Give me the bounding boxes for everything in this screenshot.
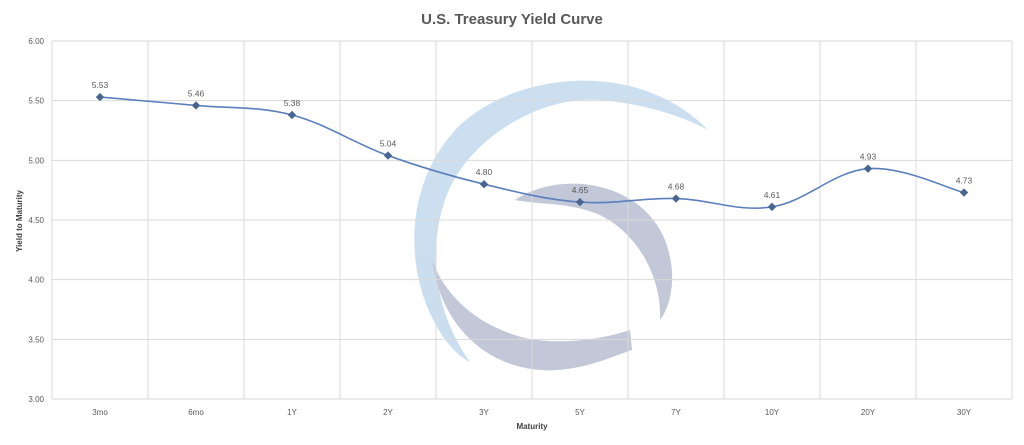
- x-axis-title: Maturity: [516, 422, 548, 431]
- data-label: 4.65: [572, 185, 589, 195]
- gridlines: [51, 40, 1013, 400]
- series-line: [99, 96, 965, 209]
- y-tick-label: 4.50: [28, 216, 44, 225]
- y-tick-label: 5.00: [28, 156, 44, 165]
- x-tick-label: 3Y: [479, 408, 489, 417]
- data-point-marker: [671, 194, 681, 203]
- data-label: 4.61: [764, 190, 781, 200]
- data-point-marker: [863, 164, 873, 173]
- data-label: 5.04: [380, 139, 397, 149]
- data-label: 4.80: [476, 167, 493, 177]
- watermark-swirl-tail: [432, 260, 632, 371]
- x-axis-ticks: 3mo 6mo 1Y 2Y 3Y 5Y 7Y 10Y 20Y 30Y: [92, 408, 972, 417]
- x-tick-label: 7Y: [671, 408, 681, 417]
- watermark-swirl-top: [414, 80, 708, 362]
- data-point-marker: [287, 110, 297, 120]
- data-point-marker: [959, 188, 969, 197]
- x-tick-label: 2Y: [383, 408, 393, 417]
- y-axis-ticks: 3.00 3.50 4.00 4.50 5.00 5.50 6.00: [28, 37, 44, 404]
- data-label: 5.53: [92, 80, 109, 90]
- data-label: 5.46: [188, 88, 205, 98]
- y-axis-title: Yield to Maturity: [15, 189, 24, 251]
- data-point-marker: [767, 202, 777, 212]
- watermark-logo: [414, 80, 708, 371]
- x-tick-label: 10Y: [765, 408, 780, 417]
- data-point-marker: [479, 180, 489, 189]
- x-tick-label: 1Y: [287, 408, 297, 417]
- data-point-marker: [95, 92, 105, 102]
- x-tick-label: 5Y: [575, 408, 585, 417]
- x-tick-label: 3mo: [92, 408, 108, 417]
- data-label: 5.38: [284, 98, 301, 108]
- watermark-swirl-bottom: [515, 183, 673, 320]
- x-tick-label: 30Y: [957, 408, 972, 417]
- y-tick-label: 3.50: [28, 335, 44, 344]
- data-label: 4.68: [668, 182, 685, 192]
- y-tick-label: 5.50: [28, 97, 44, 106]
- data-labels: 5.53 5.46 5.38 5.04 4.80 4.65 4.68 4.61 4.93 4.73: [92, 80, 973, 200]
- y-tick-label: 4.00: [28, 276, 44, 285]
- data-point-marker: [191, 101, 201, 110]
- chart-title: U.S. Treasury Yield Curve: [421, 11, 603, 28]
- x-tick-label: 20Y: [861, 408, 876, 417]
- data-markers: [95, 92, 969, 212]
- y-tick-label: 3.00: [28, 395, 44, 404]
- data-point-marker: [383, 151, 393, 160]
- data-label: 4.93: [860, 152, 877, 162]
- data-point-marker: [575, 197, 585, 207]
- series-line-group: [99, 96, 965, 209]
- y-tick-label: 6.00: [28, 37, 44, 46]
- data-label: 4.73: [956, 176, 973, 186]
- x-tick-label: 6mo: [188, 408, 204, 417]
